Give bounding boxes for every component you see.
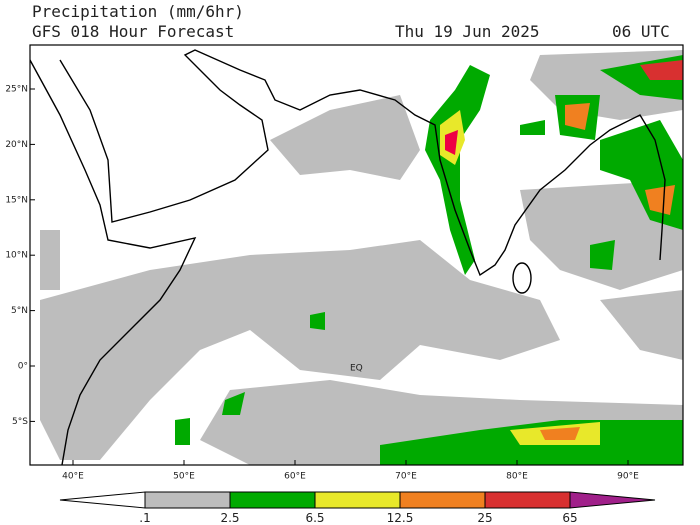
title: Precipitation (mm/6hr) — [32, 2, 244, 21]
precip-heavy — [175, 55, 683, 465]
lon-label: 70°E — [395, 472, 417, 482]
lon-label: 90°E — [617, 472, 639, 482]
date: Thu 19 Jun 2025 — [395, 22, 540, 41]
lat-label: 5°N — [11, 306, 28, 316]
map: EQ — [29, 44, 684, 466]
subtitle: GFS 018 Hour Forecast — [32, 22, 234, 41]
lat-label: 20°N — [5, 140, 28, 150]
lon-label: 40°E — [62, 472, 84, 482]
colorbar-label: 65 — [562, 511, 577, 525]
colorbar-label: 12.5 — [387, 511, 414, 525]
lat-label: 10°N — [5, 251, 28, 261]
lon-label: 50°E — [173, 472, 195, 482]
colorbar — [59, 491, 656, 509]
lat-label: 0° — [18, 362, 28, 372]
lat-label: 15°N — [5, 195, 28, 205]
colorbar-label: 2.5 — [220, 511, 239, 525]
lat-label: 25°N — [5, 85, 28, 95]
time: 06 UTC — [612, 22, 670, 41]
colorbar-label: 6.5 — [305, 511, 324, 525]
lat-label: 5°S — [12, 417, 28, 427]
lon-label: 80°E — [506, 472, 528, 482]
colorbar-label: 25 — [477, 511, 492, 525]
colorbar-label: .1 — [139, 511, 150, 525]
lon-label: 60°E — [284, 472, 306, 482]
coastlines: EQ — [30, 49, 666, 465]
equator-label: EQ — [350, 364, 363, 374]
